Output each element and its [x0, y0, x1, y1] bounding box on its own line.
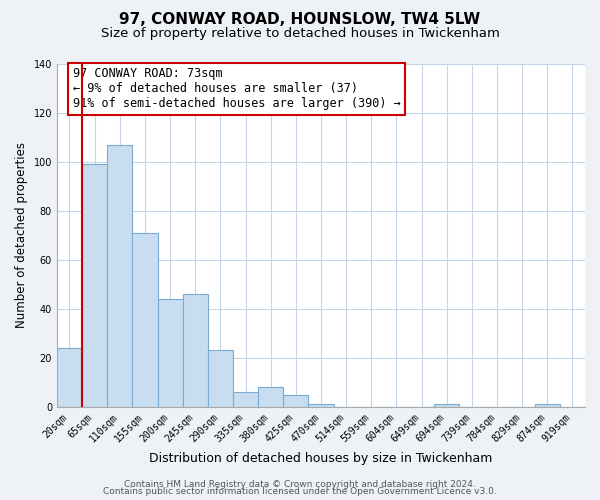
Bar: [283, 394, 308, 407]
Bar: [107, 145, 133, 407]
Bar: [308, 404, 334, 407]
Bar: [208, 350, 233, 407]
Bar: [434, 404, 459, 407]
Text: Contains public sector information licensed under the Open Government Licence v3: Contains public sector information licen…: [103, 487, 497, 496]
Text: 97 CONWAY ROAD: 73sqm
← 9% of detached houses are smaller (37)
91% of semi-detac: 97 CONWAY ROAD: 73sqm ← 9% of detached h…: [73, 68, 401, 110]
Bar: [233, 392, 258, 407]
Text: Contains HM Land Registry data © Crown copyright and database right 2024.: Contains HM Land Registry data © Crown c…: [124, 480, 476, 489]
Bar: [182, 294, 208, 407]
Y-axis label: Number of detached properties: Number of detached properties: [15, 142, 28, 328]
Bar: [535, 404, 560, 407]
Bar: [258, 387, 283, 407]
Bar: [133, 233, 158, 407]
Bar: [158, 299, 182, 407]
Text: 97, CONWAY ROAD, HOUNSLOW, TW4 5LW: 97, CONWAY ROAD, HOUNSLOW, TW4 5LW: [119, 12, 481, 28]
Text: Size of property relative to detached houses in Twickenham: Size of property relative to detached ho…: [101, 28, 499, 40]
X-axis label: Distribution of detached houses by size in Twickenham: Distribution of detached houses by size …: [149, 452, 493, 465]
Bar: [82, 164, 107, 407]
Bar: [57, 348, 82, 407]
